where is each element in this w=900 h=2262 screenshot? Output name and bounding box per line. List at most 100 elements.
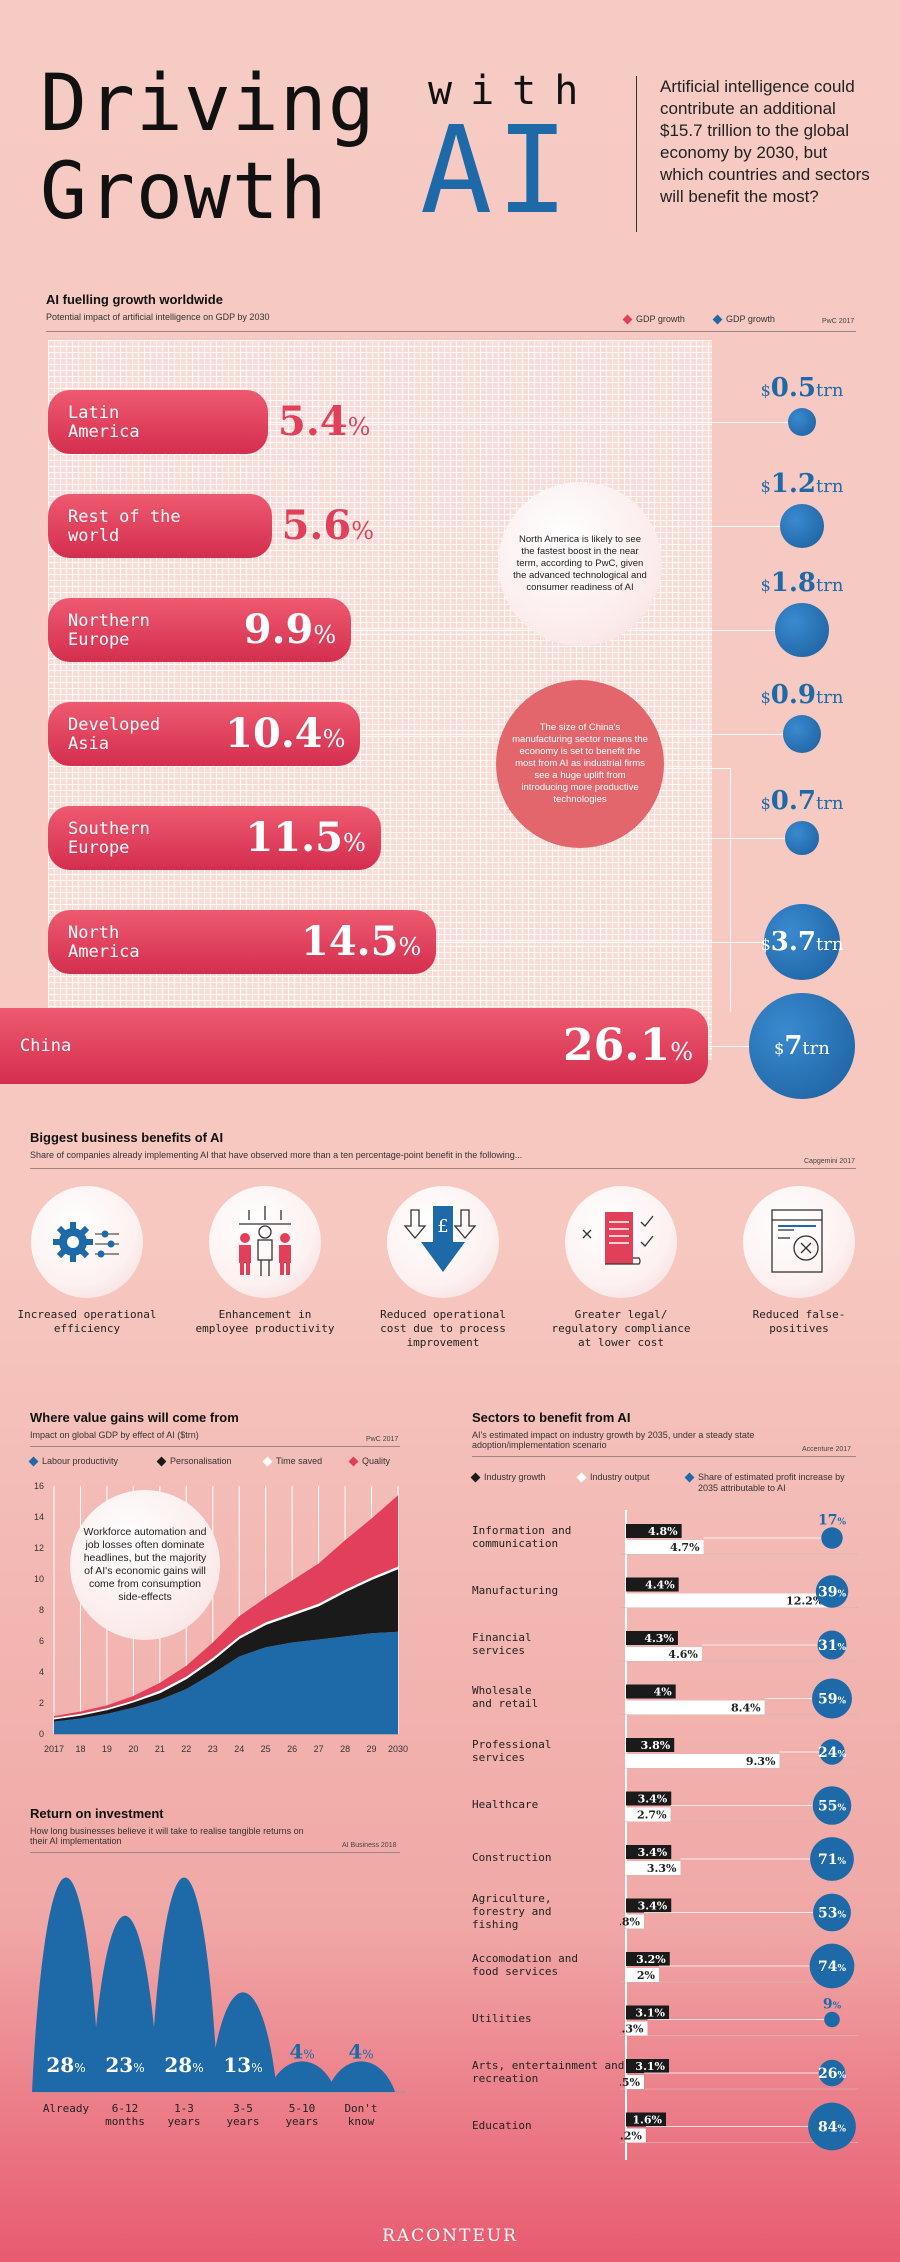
sector-profit-label: 74% xyxy=(818,1959,846,1975)
y-tick-label: 2 xyxy=(39,1698,44,1708)
sector-growth-bar xyxy=(626,1791,672,1806)
y-tick-label: 0 xyxy=(39,1729,44,1739)
sector-output-bar xyxy=(626,1914,644,1929)
x-tick-label: 22 xyxy=(181,1744,191,1754)
sector-output-label: 3.3% xyxy=(647,1862,677,1875)
roi-value-label: 4% xyxy=(289,2040,314,2064)
sector-profit-label: 39% xyxy=(818,1585,846,1601)
region-bar xyxy=(48,702,361,766)
labour-diamond-icon xyxy=(28,1456,39,1466)
title-line-1: Driving xyxy=(40,59,376,149)
region-bar xyxy=(48,494,272,558)
roi-category-label: know xyxy=(348,2115,375,2128)
roi-bar xyxy=(91,1915,159,2092)
region-value: 9.9% xyxy=(243,606,337,653)
roi-category-label: 3-5 xyxy=(233,2102,253,2115)
pound-arrow-icon: £ xyxy=(403,1206,477,1272)
sector-growth-label: 3.2% xyxy=(636,1953,666,1966)
x-tick-label: 28 xyxy=(340,1744,350,1754)
sector-profit-label: 9% xyxy=(823,1997,842,2013)
sector-profit-bubble xyxy=(817,1630,847,1660)
svg-text:£: £ xyxy=(437,1216,448,1237)
roi-chart: 28%Already23%6-12months28%1-3years13%3-5… xyxy=(32,1877,406,2128)
sector-output-label: 12.2% xyxy=(786,1595,824,1608)
sector-growth-label: 3.4% xyxy=(638,1900,668,1913)
roi-value-label: 28% xyxy=(164,2053,203,2077)
sector-profit-label: 53% xyxy=(818,1906,846,1922)
x-tick-label: 19 xyxy=(102,1744,112,1754)
region-connector xyxy=(436,942,764,943)
legend-output: Industry output xyxy=(576,1472,650,1482)
legend-time: Time saved xyxy=(276,1456,323,1466)
sector-label: Information and communication xyxy=(472,1523,572,1550)
region-trn-bubble xyxy=(787,407,817,437)
sector-output-label: 8.4% xyxy=(731,1702,761,1715)
roi-category-label: 6-12 xyxy=(112,2102,139,2115)
roi-category-label: Don't xyxy=(344,2102,377,2115)
benefit-false-positives: Reduced false-positives xyxy=(724,1186,874,1336)
note-north-america: North America is likely to see the faste… xyxy=(498,482,662,646)
legend-labour: Labour productivity xyxy=(42,1456,119,1466)
sector-output-label: 2.7% xyxy=(637,1809,667,1822)
x-tick-label: 25 xyxy=(261,1744,271,1754)
sector-label: Manufacturing xyxy=(472,1583,559,1597)
sector-output-label: 1.3% xyxy=(620,2023,644,2036)
benefit-cost: £ Reduced operational cost due to proces… xyxy=(368,1186,518,1350)
value-title: Where value gains will come from xyxy=(30,1410,239,1425)
sector-label: Accomodation and food services xyxy=(472,1951,578,1978)
sectors-subtitle: AI's estimated impact on industry growth… xyxy=(472,1430,755,1450)
sector-output-bar xyxy=(626,2075,644,2089)
region-value: 26.1% xyxy=(563,1020,693,1071)
roi-category-label: years xyxy=(167,2115,200,2128)
sector-growth-label: 4.4% xyxy=(645,1579,675,1592)
benefits-subtitle: Share of companies already implementing … xyxy=(30,1150,523,1160)
sector-label: Financial services xyxy=(472,1630,532,1657)
x-tick-label: 2017 xyxy=(44,1744,64,1754)
y-tick-label: 8 xyxy=(39,1605,44,1615)
title-with: with xyxy=(428,68,597,114)
regions-subtitle: Potential impact of artificial intellige… xyxy=(46,312,270,322)
sector-growth-bar xyxy=(626,1577,679,1592)
benefits-title: Biggest business benefits of AI xyxy=(30,1130,224,1145)
region-chart: Latin America 5.4% $0.5trn Rest of the worl… xyxy=(0,340,900,1099)
area-time-saved xyxy=(53,1565,399,1720)
sector-profit-label: 31% xyxy=(818,1638,846,1654)
sector-output-label: 4.6% xyxy=(668,1648,698,1661)
roi-category-label: months xyxy=(105,2115,145,2128)
region-value: 5.6% xyxy=(281,502,374,549)
y-tick-label: 12 xyxy=(34,1543,44,1553)
x-tick-label: 24 xyxy=(234,1744,244,1754)
roi-bar xyxy=(209,1992,277,2092)
value-subtitle: Impact on global GDP by effect of AI ($t… xyxy=(30,1430,199,1440)
sector-profit-bubble xyxy=(812,1678,852,1719)
output-diamond-icon xyxy=(576,1472,587,1482)
note-value-gains: Workforce automation and job losses ofte… xyxy=(70,1490,220,1640)
header-divider xyxy=(636,76,637,232)
sector-output-bar xyxy=(626,1807,671,1822)
sector-growth-label: 4% xyxy=(654,1686,673,1699)
sector-label: Agriculture, forestry and fishing xyxy=(472,1891,552,1931)
area-labour-productivity xyxy=(54,1631,398,1734)
sector-growth-bar xyxy=(626,1524,682,1538)
region-value: 5.4% xyxy=(278,398,371,445)
region-trn-bubble xyxy=(780,504,824,548)
region-label: China xyxy=(20,1036,72,1056)
sector-growth-label: 3.4% xyxy=(638,1793,668,1806)
region-label: Rest of the world xyxy=(68,507,181,546)
benefits-source: Capgemini 2017 xyxy=(804,1158,855,1165)
sector-label: Construction xyxy=(472,1851,552,1864)
note-connector xyxy=(664,768,730,769)
y-tick-label: 4 xyxy=(39,1667,44,1677)
sector-growth-label: 3.1% xyxy=(635,2007,665,2020)
intro-text: Artificial intelligence could contribute… xyxy=(660,77,870,206)
region-value: 14.5% xyxy=(301,918,422,965)
roi-value-label: 4% xyxy=(348,2040,373,2064)
note-china: The size of China's manufacturing sector… xyxy=(496,680,664,848)
sector-label: Arts, entertainment and recreation xyxy=(472,2058,625,2085)
region-trn-label: $0.9trn xyxy=(760,680,844,711)
sector-label: Professional services xyxy=(472,1737,552,1764)
y-tick-label: 16 xyxy=(34,1481,44,1491)
legend-personalisation: Personalisation xyxy=(170,1456,232,1466)
sector-profit-label: 84% xyxy=(818,2120,846,2136)
legend-gdp-trn: GDP growth xyxy=(712,314,775,324)
